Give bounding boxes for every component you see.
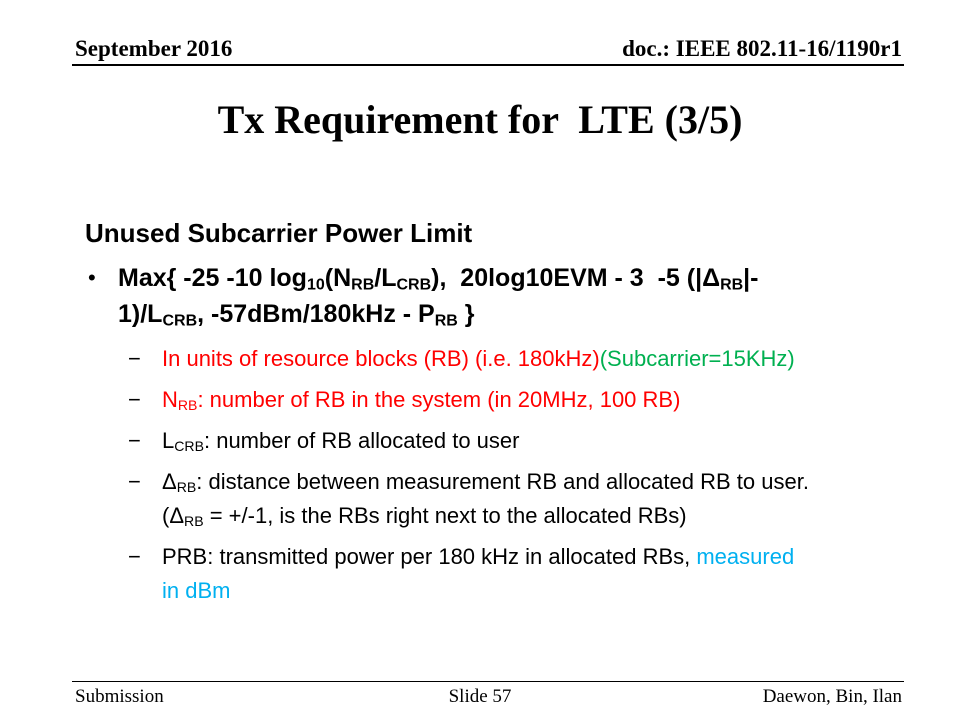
footer-slide-number: Slide 57 xyxy=(448,686,512,707)
footer-authors: Daewon, Bin, Ilan xyxy=(762,686,902,707)
sub-bullet-units: − In units of resource blocks (RB) (i.e.… xyxy=(128,342,932,376)
sub-bullet-prb: − PRB: transmitted power per 180 kHz in … xyxy=(128,540,932,608)
sub-bullet-text: NRB: number of RB in the system (in 20MH… xyxy=(162,387,681,414)
dash-marker: − xyxy=(128,387,141,412)
slide-body: Unused Subcarrier Power Limit • Max{ -25… xyxy=(85,216,932,615)
sub-bullet-lcrb: − LCRB: number of RB allocated to user xyxy=(128,424,932,458)
sub-bullet-nrb: − NRB: number of RB in the system (in 20… xyxy=(128,383,932,417)
header-doc-number: doc.: IEEE 802.11-16/1190r1 xyxy=(622,36,902,61)
formula-text: Max{ -25 -10 log10(NRB/LCRB), 20log10EVM… xyxy=(118,264,759,330)
sub-bullet-list: − In units of resource blocks (RB) (i.e.… xyxy=(128,342,932,608)
footer-rule xyxy=(72,681,904,682)
dash-marker: − xyxy=(128,428,141,453)
footer-submission: Submission xyxy=(75,686,164,707)
sub-bullet-text: PRB: transmitted power per 180 kHz in al… xyxy=(162,544,795,603)
page-title: Tx Requirement for LTE (3/5) xyxy=(217,97,743,142)
dash-marker: − xyxy=(128,346,141,371)
header-date: September 2016 xyxy=(75,36,233,61)
sub-bullet-text: In units of resource blocks (RB) (i.e. 1… xyxy=(162,346,795,371)
section-heading: Unused Subcarrier Power Limit xyxy=(85,218,473,248)
sub-bullet-text: ΔRB: distance between measurement RB and… xyxy=(162,469,809,530)
header-rule xyxy=(72,64,904,66)
sub-bullet-delta-rb: − ΔRB: distance between measurement RB a… xyxy=(128,465,932,533)
dash-marker: − xyxy=(128,544,141,569)
formula-bullet: • Max{ -25 -10 log10(NRB/LCRB), 20log10E… xyxy=(88,260,932,332)
bullet-marker: • xyxy=(88,265,96,290)
sub-bullet-text: LCRB: number of RB allocated to user xyxy=(162,428,520,455)
dash-marker: − xyxy=(128,469,141,494)
